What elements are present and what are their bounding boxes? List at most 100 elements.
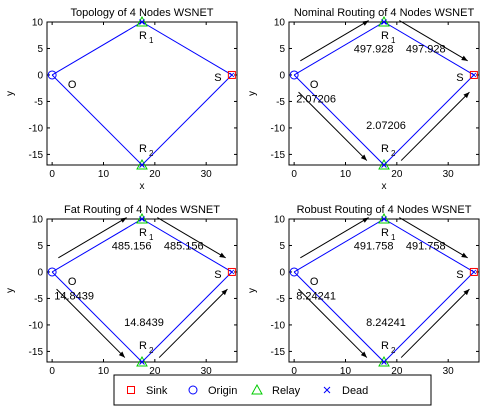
flow-arrow-head: [120, 217, 127, 223]
node-label: R: [139, 30, 147, 42]
y-tick-label: -10: [29, 320, 44, 331]
y-tick-label: 10: [32, 215, 44, 226]
legend-label: Origin: [208, 385, 237, 397]
x-tick-label: 0: [49, 169, 55, 180]
y-tick-label: 0: [37, 267, 43, 278]
node-label-subscript: 2: [149, 149, 154, 158]
dead-marker: [139, 162, 145, 168]
sink-marker: [469, 70, 478, 79]
node-label: R: [381, 340, 389, 352]
flow-arrow-head: [461, 55, 468, 61]
flow-arrow-line: [300, 20, 369, 62]
plot-content: [293, 22, 475, 165]
flow-value-label: 14.8439: [124, 317, 164, 329]
subplot-4: Robust Routing of 4 Nodes WSNET 0 10 20 30 10…: [247, 204, 480, 389]
flow-arrow-line: [58, 217, 127, 259]
dead-marker: [229, 72, 235, 78]
y-tick-label: -10: [271, 320, 286, 331]
x-tick-label: 20: [149, 169, 161, 180]
flow-arrow-head: [360, 351, 367, 358]
legend-marker: [127, 386, 135, 394]
origin-marker: [47, 267, 57, 277]
origin-marker: [289, 70, 299, 80]
plot-area: [46, 218, 238, 363]
flow-value-label: 8.24241: [296, 291, 336, 303]
node-label: O: [68, 79, 77, 91]
chart-title: Topology of 4 Nodes WSNET: [70, 7, 213, 19]
flow-value-label: 491.758: [354, 241, 394, 253]
legend-label: Relay: [272, 385, 301, 397]
flow-value-label: 497.928: [406, 44, 446, 56]
flow-value-label: 485.156: [164, 241, 204, 253]
node-label: S: [214, 72, 221, 84]
flow-value-label: 2.07206: [366, 120, 406, 132]
node-label: S: [214, 269, 221, 281]
y-tick-label: 5: [37, 44, 43, 55]
node-label: O: [310, 276, 319, 288]
topology-edge: [383, 74, 475, 165]
relay-marker: [136, 15, 148, 27]
dead-marker: [139, 19, 145, 25]
flow-value-label: 497.928: [354, 44, 394, 56]
plot-area: [288, 218, 480, 363]
x-tick-label: 10: [340, 366, 352, 377]
node-label-subscript: 1: [149, 233, 154, 242]
flow-value-label: 491.758: [406, 241, 446, 253]
y-tick-label: 5: [37, 241, 43, 252]
x-tick-label: 20: [149, 366, 161, 377]
node-label: O: [68, 276, 77, 288]
node-label: S: [456, 72, 463, 84]
x-tick-label: 30: [201, 366, 213, 377]
x-tick-label: 20: [391, 366, 403, 377]
plot-content: [51, 219, 233, 362]
y-tick-label: -15: [29, 347, 44, 358]
y-tick-label: -15: [271, 150, 286, 161]
topology-edge: [141, 219, 233, 273]
flow-value-label: 14.8439: [54, 291, 94, 303]
y-axis-label: y: [247, 91, 258, 96]
x-axis-label: x: [382, 181, 387, 192]
y-tick-label: 10: [32, 18, 44, 29]
topology-edge: [293, 74, 385, 165]
flow-arrow-line: [157, 217, 226, 259]
dead-marker: [381, 359, 387, 365]
y-tick-label: -5: [34, 97, 43, 108]
y-tick-label: -5: [276, 294, 285, 305]
flow-arrow-head: [360, 154, 367, 161]
x-tick-label: 30: [443, 366, 455, 377]
y-axis-label: y: [5, 91, 16, 96]
node-label: R: [381, 143, 389, 155]
dead-marker: [139, 216, 145, 222]
flow-arrow-line: [298, 91, 368, 161]
y-tick-label: -15: [29, 150, 44, 161]
y-tick-label: -10: [29, 123, 44, 134]
topology-edge: [293, 219, 385, 273]
node-label-subscript: 2: [391, 149, 396, 158]
flow-arrow-head: [221, 289, 228, 296]
legend-label: Dead: [342, 385, 368, 397]
topology-edge: [141, 22, 233, 76]
flow-arrow-head: [118, 351, 125, 358]
flow-value-label: 485.156: [112, 241, 152, 253]
flow-arrow-head: [219, 252, 226, 258]
chart-title: Nominal Routing of 4 Nodes WSNET: [294, 7, 475, 19]
topology-edge: [141, 74, 233, 165]
dead-marker: [471, 269, 477, 275]
y-tick-label: 10: [274, 215, 286, 226]
flow-value-label: 8.24241: [366, 317, 406, 329]
legend-marker: [323, 386, 331, 394]
x-tick-label: 30: [443, 169, 455, 180]
topology-edge: [383, 22, 475, 76]
relay-marker: [378, 212, 390, 224]
plot-content: [51, 22, 233, 165]
y-tick-label: 0: [37, 70, 43, 81]
topology-edge: [141, 271, 233, 362]
chart-title: Fat Routing of 4 Nodes WSNET: [64, 204, 220, 216]
subplot-1: Topology of 4 Nodes WSNET 0 10 20 30 10 5 0 -5 -1…: [5, 7, 238, 192]
chart-title: Robust Routing of 4 Nodes WSNET: [297, 204, 472, 216]
sink-marker: [227, 70, 236, 79]
node-label: R: [381, 227, 389, 239]
x-tick-label: 0: [291, 366, 297, 377]
node-label-subscript: 2: [149, 346, 154, 355]
